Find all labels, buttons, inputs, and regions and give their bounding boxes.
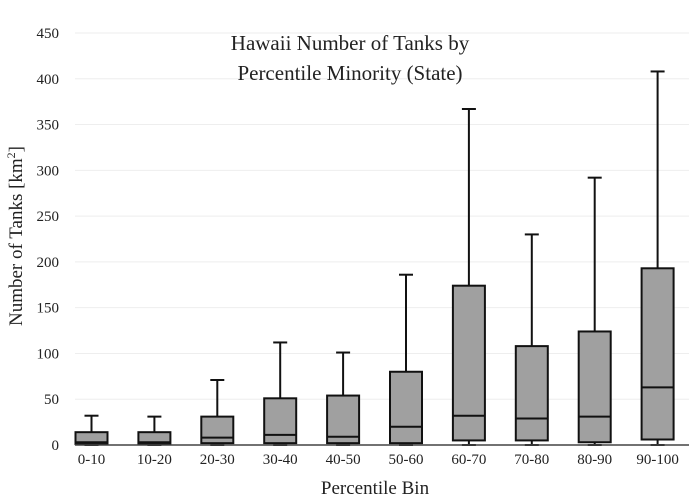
y-axis-ticks: 0 50 100 150 200 250 300 350 400 450 (37, 26, 60, 454)
y-tick-label: 50 (44, 392, 59, 408)
y-tick-label: 400 (37, 72, 60, 88)
x-tick-label: 50-60 (389, 452, 424, 468)
box-0-10 (74, 414, 109, 446)
box-90-100 (640, 70, 675, 446)
x-tick-label: 80-90 (577, 452, 612, 468)
x-tick-label: 10-20 (137, 452, 172, 468)
y-axis-title-main: Number of Tanks [km (6, 158, 27, 326)
box-iqr (577, 330, 612, 444)
x-tick-label: 60-70 (451, 452, 486, 468)
box-10-20 (137, 415, 172, 446)
x-axis-title: Percentile Bin (321, 478, 430, 499)
box-70-80 (514, 233, 549, 446)
x-axis-ticks: 0-10 10-20 20-30 30-40 40-50 50-60 60-70 70-80 8… (78, 452, 679, 468)
y-axis-title: Number of Tanks [km2] (4, 146, 27, 326)
x-tick-label: 20-30 (200, 452, 235, 468)
x-tick-label: 30-40 (263, 452, 298, 468)
box-iqr (74, 431, 109, 446)
x-tick-label: 0-10 (78, 452, 106, 468)
y-axis-title-close: ] (6, 146, 27, 152)
box-40-50 (326, 351, 361, 446)
chart-title-line-2: Percentile Minority (State) (237, 61, 462, 85)
y-tick-label: 250 (37, 209, 60, 225)
boxes-group (74, 70, 675, 446)
box-30-40 (263, 341, 298, 446)
y-tick-label: 0 (52, 438, 60, 454)
box-iqr (640, 267, 675, 441)
box-80-90 (577, 176, 612, 446)
x-tick-label: 90-100 (636, 452, 679, 468)
box-iqr (137, 431, 172, 446)
box-iqr (514, 345, 549, 442)
box-iqr (326, 394, 361, 445)
y-tick-label: 450 (37, 26, 60, 42)
box-iqr (263, 397, 298, 445)
y-tick-label: 300 (37, 163, 60, 179)
box-iqr (200, 415, 235, 445)
y-tick-label: 100 (37, 346, 60, 362)
y-tick-label: 350 (37, 118, 60, 134)
box-60-70 (451, 107, 486, 446)
chart-title-line-1: Hawaii Number of Tanks by (231, 31, 470, 55)
y-tick-label: 150 (37, 301, 60, 317)
y-axis-title-superscript: 2 (4, 152, 18, 158)
box-iqr (389, 370, 423, 445)
gridlines (75, 32, 689, 400)
x-tick-label: 40-50 (326, 452, 361, 468)
x-tick-label: 70-80 (514, 452, 549, 468)
box-20-30 (200, 378, 235, 446)
y-tick-label: 200 (37, 255, 60, 271)
box-50-60 (389, 273, 423, 446)
box-iqr (451, 284, 486, 442)
